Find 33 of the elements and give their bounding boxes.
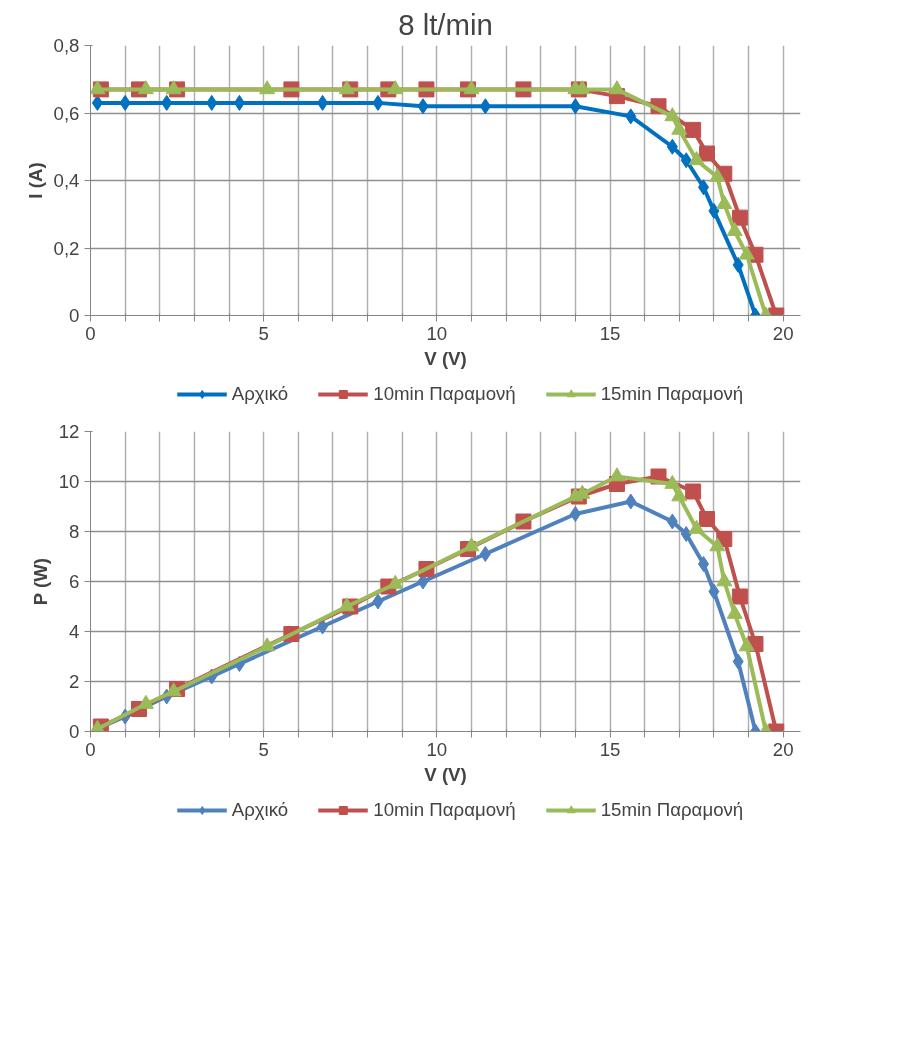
x-axis-title: V (V) xyxy=(424,347,467,369)
x-tick-label: 15 xyxy=(599,738,621,760)
y-tick-label: 0 xyxy=(69,721,80,742)
x-tick-label: 5 xyxy=(258,322,269,344)
legend-label: 15min Παραμονή xyxy=(600,382,744,405)
x-tick-label: 10 xyxy=(426,322,448,344)
legend-label: 15min Παραμονή xyxy=(600,798,744,821)
y-tick-label: 0,6 xyxy=(53,102,80,124)
legend-label: 10min Παραμονή xyxy=(373,382,516,405)
y-tick-label: 0 xyxy=(69,305,80,326)
x-tick-label: 0 xyxy=(85,322,96,344)
x-tick-label: 10 xyxy=(426,738,448,760)
y-axis-title: I (A) xyxy=(24,162,46,199)
y-tick-label: 10 xyxy=(58,471,80,492)
y-tick-label: 0,2 xyxy=(53,237,80,259)
legend-label: 10min Παραμονή xyxy=(373,798,516,821)
y-tick-label: 6 xyxy=(69,571,80,592)
y-tick-label: 0,8 xyxy=(53,35,80,56)
x-tick-label: 0 xyxy=(85,738,96,760)
x-tick-label: 15 xyxy=(599,322,621,344)
y-tick-label: 0,4 xyxy=(53,170,80,191)
legend-label: Αρχικό xyxy=(231,798,289,821)
y-axis-title: P (W) xyxy=(29,558,51,606)
y-tick-label: 8 xyxy=(69,521,80,542)
chart-title: 8 lt/min xyxy=(398,7,493,41)
x-tick-label: 20 xyxy=(772,322,794,344)
y-tick-label: 2 xyxy=(69,671,80,692)
y-tick-label: 12 xyxy=(58,421,80,442)
legend-label: Αρχικό xyxy=(231,382,289,405)
y-tick-label: 4 xyxy=(69,621,80,642)
x-axis-title: V (V) xyxy=(424,763,467,785)
x-tick-label: 5 xyxy=(258,738,269,760)
x-tick-label: 20 xyxy=(772,738,794,760)
